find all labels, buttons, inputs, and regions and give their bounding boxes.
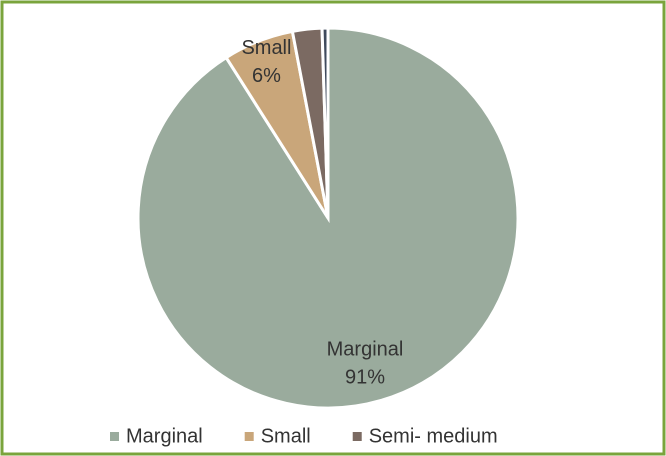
legend-label: Small — [261, 425, 311, 447]
data-label-value: 91% — [345, 366, 385, 388]
legend-label: Semi- medium — [369, 425, 498, 447]
data-label-name: Small — [241, 37, 291, 59]
legend-swatch — [110, 432, 119, 441]
data-label-name: Marginal — [327, 338, 404, 360]
legend-swatch — [244, 432, 254, 441]
pie-slice — [320, 26, 330, 219]
legend-swatch — [352, 432, 362, 441]
legend-label: Marginal — [126, 425, 203, 447]
data-label-value: 6% — [252, 65, 281, 87]
